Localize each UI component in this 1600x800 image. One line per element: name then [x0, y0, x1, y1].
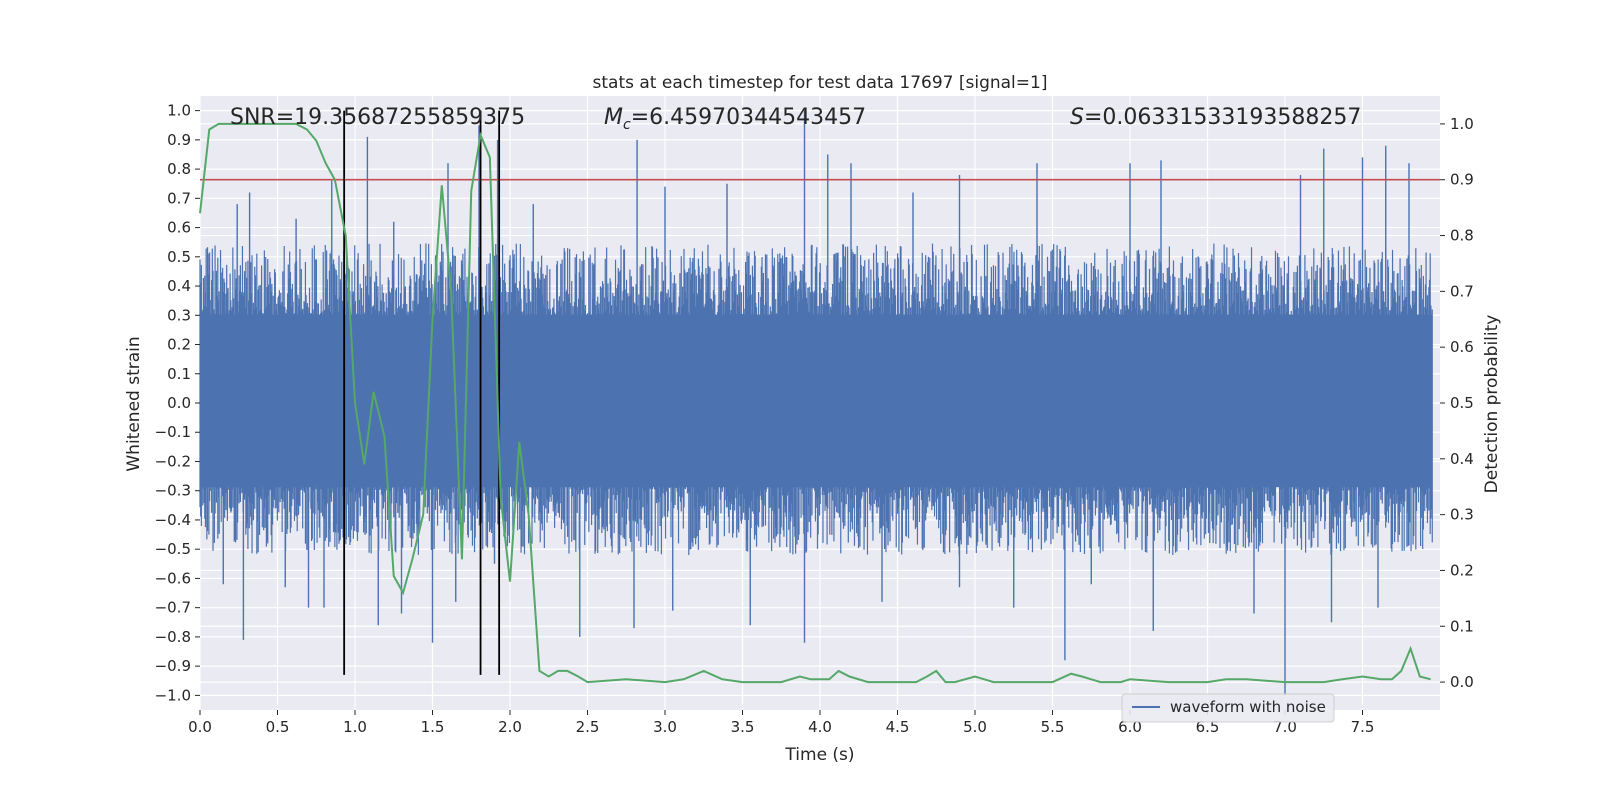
- x-tick-label: 1.5: [421, 718, 445, 736]
- right-y-tick-label: 0.6: [1450, 338, 1474, 356]
- right-y-tick-label: 0.7: [1450, 282, 1474, 300]
- right-y-tick-label: 0.0: [1450, 673, 1474, 691]
- left-y-tick-label: −0.5: [155, 540, 191, 558]
- left-y-axis-ticks: 1.0 0.9 0.8 0.7 0.6 0.5 0.4 0.3 0.2 0.1 0.0 −0.1 −0.…: [155, 102, 200, 704]
- right-y-tick-label: 0.2: [1450, 561, 1474, 579]
- right-y-tick-label: 1.0: [1450, 115, 1474, 133]
- waveform-with-noise-series: [199, 110, 1433, 696]
- x-tick-label: 7.5: [1351, 718, 1375, 736]
- x-axis-ticks: 0.0 0.5 1.0 1.5 2.0 2.5 3.0 3.5 4.0 4.5 5.0 5.5 6.0 6…: [188, 710, 1374, 736]
- x-tick-label: 1.0: [343, 718, 367, 736]
- x-tick-label: 5.0: [963, 718, 987, 736]
- x-tick-label: 4.5: [886, 718, 910, 736]
- detection-probability-series: [199, 122, 1431, 684]
- left-y-tick-label: 0.9: [167, 131, 191, 149]
- left-y-tick-label: −0.4: [155, 511, 191, 529]
- left-y-tick-label: −0.1: [155, 423, 191, 441]
- chirp-mass-symbol: M: [604, 105, 623, 130]
- left-y-tick-label: −0.2: [155, 452, 191, 470]
- left-y-tick-label: 0.0: [167, 394, 191, 412]
- left-y-tick-label: 0.1: [167, 365, 191, 383]
- right-y-tick-label: 0.3: [1450, 506, 1474, 524]
- left-y-tick-label: −1.0: [155, 686, 191, 704]
- x-tick-label: 2.5: [576, 718, 600, 736]
- x-tick-label: 3.5: [731, 718, 755, 736]
- chirp-mass-value: =6.45970344543457: [631, 105, 866, 130]
- left-y-tick-label: 0.8: [167, 160, 191, 178]
- x-tick-label: 5.5: [1041, 718, 1065, 736]
- chirp-mass-subscript: c: [623, 117, 631, 133]
- x-tick-label: 4.0: [808, 718, 832, 736]
- snr-annotation: SNR=19.35687255859375: [230, 105, 525, 130]
- chart-title: stats at each timestep for test data 176…: [593, 73, 1048, 93]
- legend: waveform with noise: [1121, 693, 1335, 723]
- right-y-tick-label: 0.8: [1450, 227, 1474, 245]
- left-y-tick-label: 0.2: [167, 336, 191, 354]
- right-y-tick-label: 0.4: [1450, 450, 1474, 468]
- chirp-mass-annotation: Mc=6.45970344543457: [604, 105, 866, 133]
- x-tick-label: 3.0: [653, 718, 677, 736]
- left-y-axis-label: Whitened strain: [124, 336, 144, 471]
- x-tick-label: 0.5: [266, 718, 290, 736]
- s-statistic-annotation: S=0.06331533193588257: [1070, 105, 1361, 130]
- left-y-tick-label: 0.5: [167, 248, 191, 266]
- right-y-tick-label: 0.5: [1450, 394, 1474, 412]
- right-y-tick-label: 0.9: [1450, 171, 1474, 189]
- right-y-axis-ticks: 1.0 0.9 0.8 0.7 0.6 0.5 0.4 0.3 0.2 0.1 0.0: [1440, 115, 1474, 691]
- right-y-tick-label: 0.1: [1450, 617, 1474, 635]
- left-y-tick-label: 1.0: [167, 102, 191, 120]
- left-y-tick-label: 0.6: [167, 219, 191, 237]
- vertical-markers: [343, 110, 501, 675]
- left-y-tick-label: 0.7: [167, 189, 191, 207]
- x-tick-label: 2.0: [498, 718, 522, 736]
- waveform-core: [200, 314, 1433, 488]
- left-y-tick-label: 0.3: [167, 306, 191, 324]
- left-y-tick-label: −0.3: [155, 482, 191, 500]
- x-tick-label: 0.0: [188, 718, 212, 736]
- legend-label: waveform with noise: [1170, 698, 1326, 716]
- s-statistic-symbol: S: [1070, 105, 1084, 130]
- left-y-tick-label: −0.6: [155, 569, 191, 587]
- x-axis-label: Time (s): [784, 745, 854, 765]
- legend-box: [1121, 693, 1335, 723]
- left-y-tick-label: −0.9: [155, 657, 191, 675]
- s-statistic-value: =0.06331533193588257: [1084, 105, 1361, 130]
- left-y-tick-label: 0.4: [167, 277, 191, 295]
- probability-line: [199, 122, 1431, 684]
- left-y-tick-label: −0.8: [155, 628, 191, 646]
- left-y-tick-label: −0.7: [155, 599, 191, 617]
- right-y-axis-label: Detection probability: [1482, 315, 1502, 494]
